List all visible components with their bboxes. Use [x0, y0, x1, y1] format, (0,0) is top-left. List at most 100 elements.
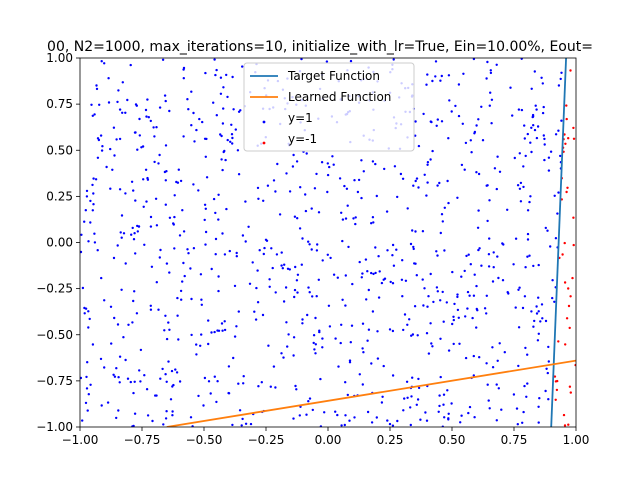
scatter-point-y1 [526, 132, 529, 136]
scatter-point-y1 [178, 380, 182, 383]
scatter-point-y-neg1 [563, 424, 567, 427]
scatter-point-y1 [204, 207, 207, 210]
scatter-point-y1 [361, 322, 365, 325]
scatter-point-y1 [161, 58, 165, 61]
scatter-point-y1 [91, 343, 95, 346]
scatter-point-y1 [200, 303, 203, 306]
scatter-point-y1 [319, 377, 322, 381]
scatter-point-y1 [530, 150, 533, 154]
scatter-point-y1 [85, 375, 88, 379]
scatter-point-y1 [204, 71, 207, 75]
scatter-point-y1 [340, 211, 343, 214]
scatter-point-y1 [222, 107, 225, 110]
scatter-point-y1 [244, 240, 247, 243]
scatter-point-y1 [149, 119, 152, 123]
scatter-point-y1 [234, 128, 237, 131]
scatter-point-y1 [292, 153, 295, 157]
scatter-point-y1 [537, 263, 540, 267]
scatter-point-y1 [157, 308, 160, 311]
scatter-point-y-neg1 [565, 117, 568, 121]
scatter-point-y1 [544, 319, 548, 323]
scatter-point-y1 [171, 414, 174, 417]
scatter-point-y1 [549, 245, 552, 248]
scatter-point-y1 [388, 422, 392, 426]
scatter-point-y1 [432, 300, 435, 304]
scatter-point-y1 [485, 362, 488, 365]
scatter-point-y1 [126, 377, 130, 380]
scatter-point-y1 [197, 189, 200, 192]
scatter-point-y1 [447, 201, 450, 205]
scatter-point-y1 [304, 209, 308, 213]
scatter-point-y1 [547, 360, 550, 363]
scatter-point-y1 [92, 203, 95, 206]
scatter-point-y1 [91, 183, 94, 187]
scatter-point-y1 [541, 111, 545, 115]
scatter-point-y1 [512, 263, 515, 266]
scatter-point-y1 [80, 376, 83, 380]
scatter-point-y1 [187, 108, 190, 111]
scatter-point-y1 [501, 279, 505, 282]
scatter-point-y1 [364, 258, 368, 261]
scatter-point-y1 [340, 424, 343, 427]
scatter-point-y1 [422, 112, 425, 116]
scatter-point-y1 [381, 395, 384, 398]
scatter-point-y1 [89, 221, 92, 224]
scatter-point-y1 [282, 356, 285, 359]
scatter-point-y1 [80, 233, 83, 236]
scatter-point-y1 [411, 229, 414, 232]
scatter-point-y1 [447, 412, 450, 415]
scatter-point-y1 [190, 124, 193, 127]
scatter-point-y1 [93, 241, 97, 244]
scatter-point-y1 [107, 101, 111, 104]
scatter-point-y1 [142, 205, 145, 208]
scatter-point-y1 [291, 165, 295, 168]
scatter-point-y1 [295, 388, 298, 391]
scatter-point-y1 [467, 411, 470, 415]
scatter-point-y1 [543, 143, 546, 146]
scatter-point-y1 [152, 126, 155, 129]
scatter-point-y-neg1 [565, 190, 568, 194]
scatter-point-y1 [214, 211, 217, 215]
scatter-point-y1 [274, 386, 277, 389]
scatter-point-y1 [532, 325, 535, 328]
scatter-point-y1 [115, 367, 118, 370]
scatter-point-y1 [189, 416, 193, 419]
scatter-point-y1 [154, 197, 158, 200]
scatter-point-y1 [241, 417, 244, 421]
scatter-point-y1 [523, 384, 526, 388]
scatter-point-y1 [163, 329, 166, 332]
scatter-point-y1 [115, 416, 118, 420]
scatter-point-y1 [385, 210, 389, 213]
scatter-point-y1 [186, 248, 189, 251]
scatter-point-y1 [292, 417, 295, 420]
scatter-point-y1 [441, 220, 444, 223]
scatter-point-y1 [431, 79, 434, 83]
scatter-point-y1 [176, 296, 179, 300]
scatter-point-y1 [442, 320, 445, 323]
scatter-point-y1 [217, 289, 220, 293]
scatter-point-y1 [429, 322, 432, 325]
scatter-point-y-neg1 [562, 413, 566, 417]
scatter-point-y1 [255, 286, 258, 290]
scatter-point-y-neg1 [567, 423, 570, 426]
scatter-point-y1 [485, 312, 488, 315]
scatter-point-y1 [315, 295, 318, 298]
scatter-point-y1 [361, 347, 364, 350]
scatter-point-y1 [457, 83, 461, 86]
legend-target-label: Target Function [287, 69, 380, 83]
scatter-point-y1 [173, 215, 176, 219]
scatter-point-y-neg1 [564, 343, 567, 346]
scatter-point-y1 [81, 419, 84, 422]
scatter-point-y1 [113, 154, 116, 157]
scatter-point-y1 [529, 195, 532, 198]
scatter-point-y1 [389, 280, 392, 284]
scatter-point-y1 [440, 120, 444, 123]
scatter-point-y1 [426, 161, 430, 164]
scatter-point-y1 [305, 152, 308, 155]
scatter-point-y1 [416, 334, 419, 337]
scatter-point-y1 [536, 125, 540, 128]
scatter-point-y1 [401, 177, 405, 180]
scatter-point-y1 [475, 171, 478, 174]
scatter-point-y1 [95, 87, 99, 91]
scatter-point-y1 [354, 222, 357, 226]
